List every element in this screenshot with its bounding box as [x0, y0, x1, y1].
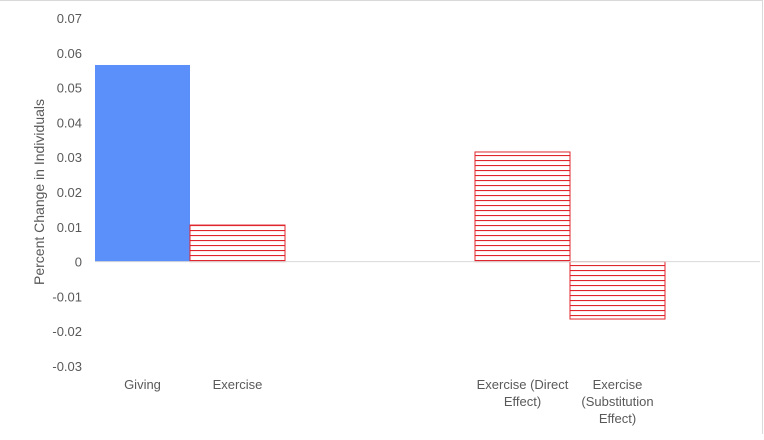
bar — [569, 261, 666, 320]
x-tick-label: Giving — [124, 377, 161, 392]
bar — [189, 224, 286, 263]
y-tick-label: -0.03 — [52, 359, 82, 374]
x-tick-label: Exercise — [213, 377, 263, 392]
x-axis-labels: Giving Exercise Exercise (Direct Effect) Exe… — [124, 377, 654, 426]
y-tick-label: 0.01 — [57, 220, 82, 235]
x-tick-label: Exercise (Direct — [477, 377, 569, 392]
x-tick-label: Effect) — [504, 394, 541, 409]
x-tick-label: Exercise — [593, 377, 643, 392]
y-tick-label: 0.06 — [57, 46, 82, 61]
y-tick-label: -0.01 — [52, 289, 82, 304]
y-tick-label: 0.07 — [57, 11, 82, 26]
y-axis-ticks: 0.07 0.06 0.05 0.04 0.03 0.02 0.01 0 -0.01 -0.02 -… — [52, 11, 82, 374]
y-tick-label: 0.04 — [57, 115, 82, 130]
y-tick-label: 0 — [75, 255, 82, 270]
y-axis-label: Percent Change in Individuals — [31, 99, 47, 285]
y-tick-label: 0.05 — [57, 81, 82, 96]
y-tick-label: 0.02 — [57, 185, 82, 200]
x-tick-label: Effect) — [599, 411, 636, 426]
bar — [95, 64, 190, 262]
bars-group — [95, 64, 666, 320]
y-tick-label: 0.03 — [57, 150, 82, 165]
x-tick-label: (Substitution — [581, 394, 653, 409]
y-tick-label: -0.02 — [52, 324, 82, 339]
